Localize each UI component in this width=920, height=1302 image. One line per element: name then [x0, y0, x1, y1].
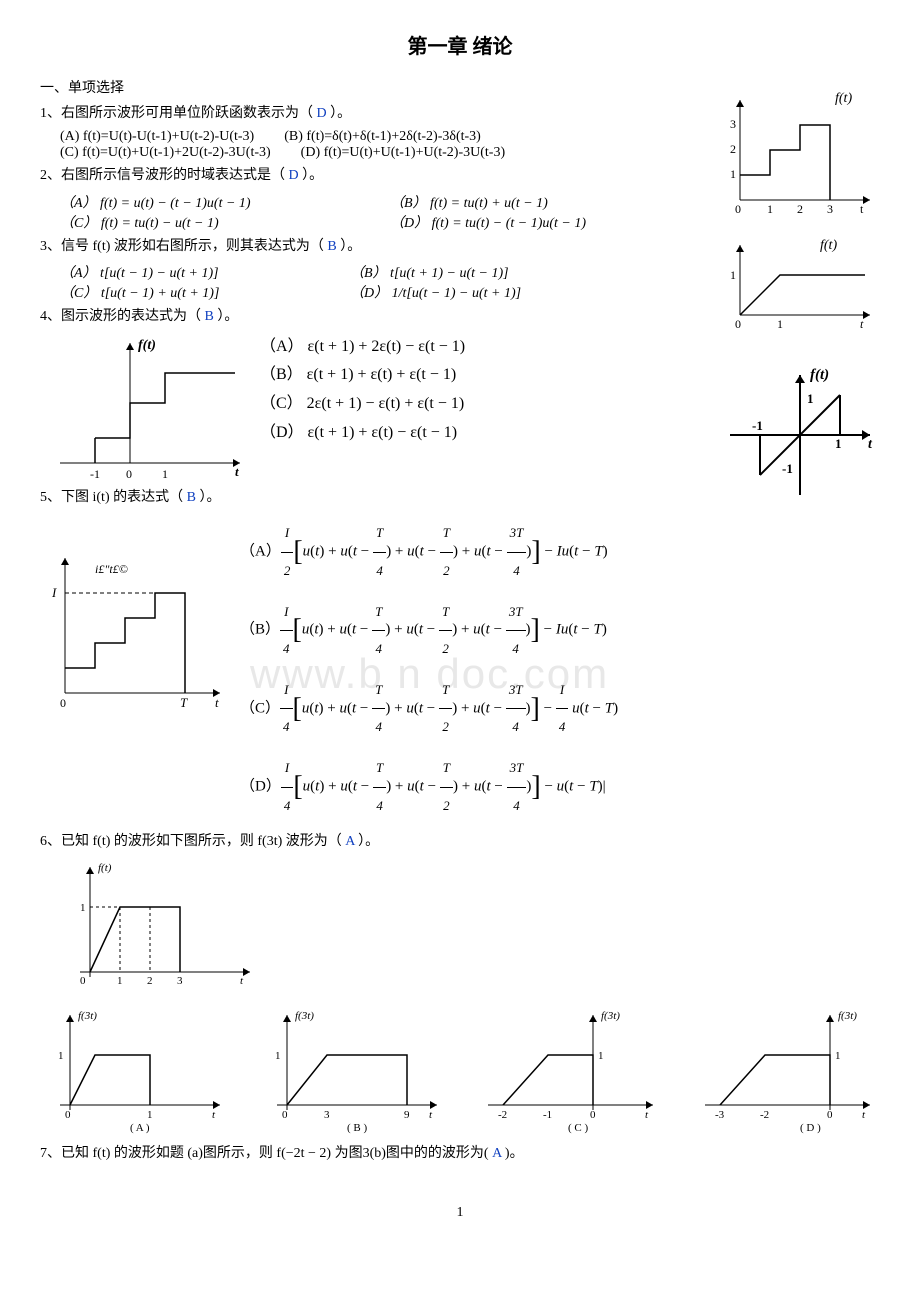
- question-6: 6、已知 f(t) 的波形如下图所示，则 f(3t) 波形为（ A ）。: [40, 831, 880, 853]
- svg-text:3: 3: [730, 117, 736, 131]
- svg-text:t: t: [215, 695, 219, 710]
- svg-text:2: 2: [147, 975, 153, 987]
- svg-text:f(t): f(t): [820, 238, 837, 253]
- svg-text:-1: -1: [752, 418, 763, 433]
- figure-q3: f(t) -1 1 1 -1 t: [720, 365, 880, 505]
- figure-q2: f(t) 1 0 1 t: [720, 235, 880, 335]
- q5-answer: B: [187, 490, 196, 505]
- figure-q1: f(t) 1 2 3 0 1 2 3 t: [720, 90, 880, 220]
- question-7: 7、已知 f(t) 的波形如题 (a)图所示，则 f(−2t − 2) 为图3(…: [40, 1143, 880, 1165]
- svg-text:1: 1: [80, 902, 86, 914]
- svg-text:1: 1: [777, 317, 783, 331]
- svg-text:0: 0: [282, 1109, 288, 1121]
- q1-opt-d: (D) f(t)=U(t)+U(t-1)+U(t-2)-3U(t-3): [301, 145, 505, 161]
- svg-text:3: 3: [827, 202, 833, 216]
- q1-opt-c: (C) f(t)=U(t)+U(t-1)+2U(t-2)-3U(t-3): [60, 145, 271, 161]
- svg-text:0: 0: [65, 1109, 71, 1121]
- svg-text:1: 1: [835, 436, 842, 451]
- q1-opt-b: (B) f(t)=δ(t)+δ(t-1)+2δ(t-2)-3δ(t-3): [284, 129, 481, 145]
- figure-q6-c: f(3t) 1 -2 -1 0 t ( C ): [473, 1005, 663, 1135]
- svg-text:( D ): ( D ): [800, 1122, 821, 1134]
- svg-text:0: 0: [735, 202, 741, 216]
- svg-text:( B ): ( B ): [347, 1122, 368, 1134]
- q5-opt-d: （D）I4[u(t) + u(t − T4) + u(t − T2) + u(t…: [240, 748, 618, 826]
- q6-options-figures: f(3t) 1 0 1 t ( A ) f(3t) 1 0 3 9 t ( B )…: [40, 1005, 880, 1135]
- svg-text:9: 9: [404, 1109, 410, 1121]
- svg-text:-2: -2: [760, 1109, 769, 1121]
- svg-text:1: 1: [162, 467, 168, 481]
- svg-text:3: 3: [324, 1109, 330, 1121]
- q1-answer: D: [317, 106, 327, 121]
- svg-text:1: 1: [835, 1050, 841, 1062]
- q7-answer: A: [492, 1146, 501, 1161]
- svg-text:1: 1: [767, 202, 773, 216]
- svg-text:( C ): ( C ): [568, 1122, 589, 1134]
- svg-text:f(3t): f(3t): [838, 1010, 857, 1022]
- q2-answer: D: [289, 168, 299, 183]
- svg-text:t: t: [645, 1109, 649, 1121]
- svg-text:-1: -1: [543, 1109, 552, 1121]
- page-number: 1: [40, 1205, 880, 1221]
- svg-text:1: 1: [58, 1050, 64, 1062]
- figure-q6-b: f(3t) 1 0 3 9 t ( B ): [257, 1005, 447, 1135]
- svg-text:f(t): f(t): [98, 862, 112, 874]
- svg-text:1: 1: [598, 1050, 604, 1062]
- svg-text:1: 1: [807, 391, 814, 406]
- svg-text:t: t: [862, 1109, 866, 1121]
- figure-q6-d: f(3t) 1 -3 -2 0 t ( D ): [690, 1005, 880, 1135]
- svg-text:0: 0: [80, 975, 86, 987]
- svg-text:-2: -2: [498, 1109, 507, 1121]
- figure-q6-main: f(t) 1 0 1 2 3 t: [40, 857, 880, 997]
- q1-opt-a: (A) f(t)=U(t)-U(t-1)+U(t-2)-U(t-3): [60, 129, 254, 145]
- q5-body: i£"t£© I 0 T t （A）I2[u(t) + u(t − T4) + …: [40, 513, 880, 827]
- q1-stem: 1、右图所示波形可用单位阶跃函数表示为（: [40, 106, 313, 121]
- svg-text:t: t: [240, 975, 244, 987]
- svg-text:t: t: [235, 464, 239, 479]
- svg-text:0: 0: [590, 1109, 596, 1121]
- svg-text:f(t): f(t): [810, 367, 829, 383]
- q5-opt-a: （A）I2[u(t) + u(t − T4) + u(t − T2) + u(t…: [240, 513, 618, 591]
- svg-text:2: 2: [797, 202, 803, 216]
- svg-text:3: 3: [177, 975, 183, 987]
- svg-text:t: t: [868, 437, 873, 452]
- svg-text:-1: -1: [782, 461, 793, 476]
- svg-text:-3: -3: [715, 1109, 725, 1121]
- svg-text:f(3t): f(3t): [78, 1010, 97, 1022]
- svg-text:t: t: [212, 1109, 216, 1121]
- svg-text:1: 1: [730, 167, 736, 181]
- svg-text:i£"t£©: i£"t£©: [95, 562, 128, 576]
- svg-text:-1: -1: [90, 467, 100, 481]
- q4-options: （A） ε(t + 1) + 2ε(t) − ε(t − 1) （B） ε(t …: [260, 333, 465, 448]
- figure-q4: f(t) -1 0 1 t: [40, 333, 260, 483]
- q5-options: （A）I2[u(t) + u(t − T4) + u(t − T2) + u(t…: [240, 513, 618, 827]
- svg-text:1: 1: [730, 268, 736, 282]
- svg-text:T: T: [180, 695, 188, 710]
- svg-text:t: t: [429, 1109, 433, 1121]
- svg-text:0: 0: [126, 467, 132, 481]
- q5-opt-c: （C）I4[u(t) + u(t − T4) + u(t − T2) + u(t…: [240, 670, 618, 748]
- svg-text:t: t: [860, 317, 864, 331]
- q3-answer: B: [327, 239, 336, 254]
- q5-opt-b: （B）I4[u(t) + u(t − T4) + u(t − T2) + u(t…: [240, 591, 618, 669]
- figure-q5: i£"t£© I 0 T t: [40, 513, 240, 713]
- svg-text:0: 0: [60, 696, 66, 710]
- q4-answer: B: [205, 309, 214, 324]
- q6-answer: A: [345, 834, 354, 849]
- svg-text:t: t: [860, 202, 864, 216]
- chapter-title: 第一章 绪论: [40, 30, 880, 59]
- figure-q6-a: f(3t) 1 0 1 t ( A ): [40, 1005, 230, 1135]
- svg-text:1: 1: [117, 975, 123, 987]
- svg-text:1: 1: [275, 1050, 281, 1062]
- svg-text:I: I: [51, 585, 57, 600]
- svg-text:0: 0: [735, 317, 741, 331]
- svg-text:2: 2: [730, 142, 736, 156]
- svg-text:f(t): f(t): [835, 91, 852, 106]
- svg-text:f(3t): f(3t): [601, 1010, 620, 1022]
- svg-text:1: 1: [147, 1109, 153, 1121]
- svg-text:f(t): f(t): [138, 338, 156, 353]
- svg-text:( A ): ( A ): [130, 1122, 150, 1134]
- svg-text:0: 0: [827, 1109, 833, 1121]
- svg-text:f(3t): f(3t): [295, 1010, 314, 1022]
